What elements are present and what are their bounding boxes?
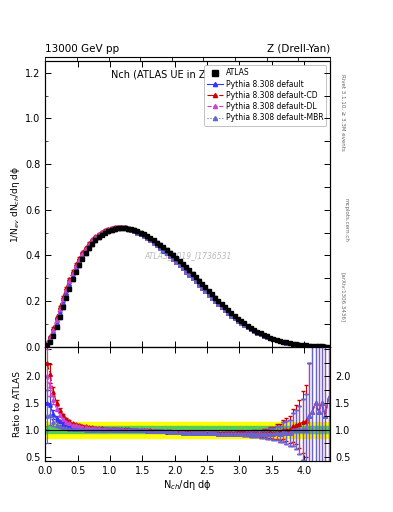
Text: Nch (ATLAS UE in Z production): Nch (ATLAS UE in Z production) [111,70,264,80]
Legend: ATLAS, Pythia 8.308 default, Pythia 8.308 default-CD, Pythia 8.308 default-DL, P: ATLAS, Pythia 8.308 default, Pythia 8.30… [204,65,326,125]
Y-axis label: 1/N$_{ev}$ dN$_{ch}$/dη dϕ: 1/N$_{ev}$ dN$_{ch}$/dη dϕ [9,165,22,243]
Bar [45,426,330,434]
Text: Z (Drell-Yan): Z (Drell-Yan) [267,44,330,54]
Text: Rivet 3.1.10, ≥ 3.3M events: Rivet 3.1.10, ≥ 3.3M events [340,74,345,151]
Y-axis label: Ratio to ATLAS: Ratio to ATLAS [13,371,22,437]
Text: mcplots.cern.ch: mcplots.cern.ch [344,198,349,242]
X-axis label: N$_{ch}$/dη dϕ: N$_{ch}$/dη dϕ [163,478,212,493]
Text: [arXiv:1306.3436]: [arXiv:1306.3436] [340,272,345,322]
Bar [45,422,330,438]
Text: 13000 GeV pp: 13000 GeV pp [45,44,119,54]
Text: ATLAS_2019_I1736531: ATLAS_2019_I1736531 [144,251,231,260]
